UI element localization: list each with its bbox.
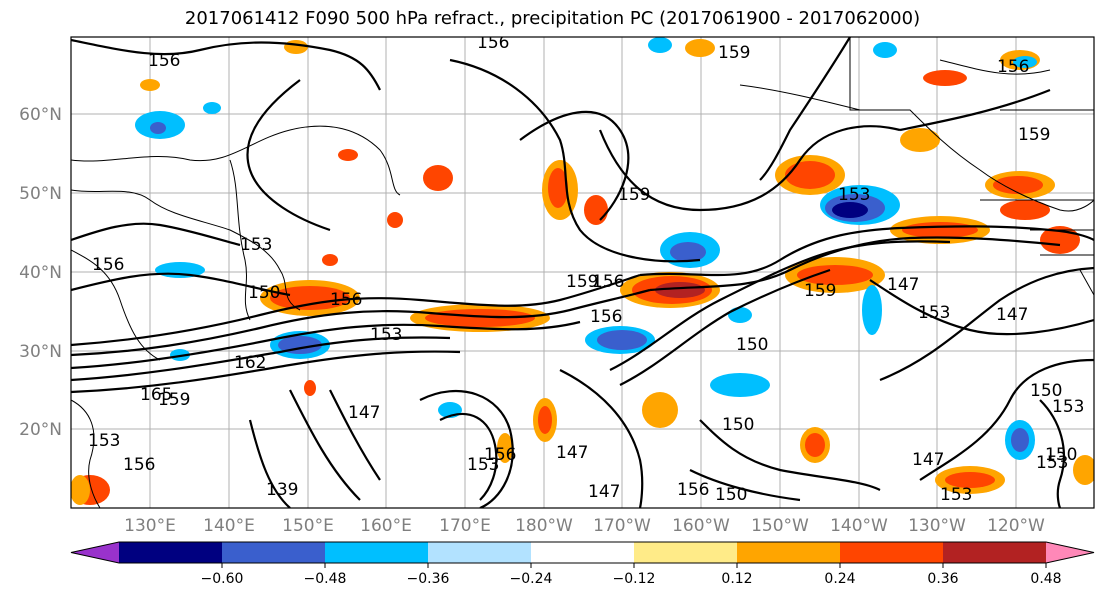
contour-label-group: 156 156 159 156 159 153 156 150 156 159 … — [88, 33, 1084, 505]
gridlines — [71, 37, 1094, 508]
colorbar-outline — [70, 541, 1095, 564]
contour-label: 159 — [1018, 125, 1050, 145]
contour-label: 147 — [348, 403, 380, 423]
colorbar-segment — [325, 542, 429, 563]
map-title: 2017061412 F090 500 hPa refract., precip… — [184, 8, 921, 29]
colorbar-segment — [943, 542, 1047, 563]
lat-label: 30°N — [19, 342, 62, 362]
colorbar-tick-label: 0.36 — [927, 571, 958, 587]
colorbar-segment — [428, 542, 532, 563]
lon-label: 130°W — [908, 516, 966, 536]
contour-label: 156 — [592, 272, 624, 292]
contour-label: 153 — [940, 485, 972, 505]
colorbar-segment — [531, 542, 635, 563]
colorbar-extend-high — [1046, 542, 1094, 563]
contour-label: 156 — [590, 307, 622, 327]
colorbar-tick-label: −0.36 — [407, 571, 450, 587]
lon-label: 150°E — [282, 516, 334, 536]
contour-label: 156 — [997, 57, 1029, 77]
contour-label: 147 — [912, 450, 944, 470]
lat-label: 20°N — [19, 420, 62, 440]
lon-label: 160°W — [672, 516, 730, 536]
map-content: 156 156 159 156 159 153 156 150 156 159 … — [71, 33, 1094, 508]
lon-label: 130°E — [124, 516, 176, 536]
contour-label: 147 — [887, 275, 919, 295]
contour-label: 153 — [370, 325, 402, 345]
contour-label: 153 — [88, 431, 120, 451]
refractivity-contours — [71, 37, 1094, 508]
contour-label: 150 — [1045, 445, 1077, 465]
map-frame — [70, 36, 1095, 509]
contour-label: 150 — [722, 415, 754, 435]
lon-label: 140°W — [830, 516, 888, 536]
lat-label: 50°N — [19, 184, 62, 204]
lon-label: 140°E — [203, 516, 255, 536]
contour-label: 159 — [804, 281, 836, 301]
colorbar-tick-label: −0.60 — [201, 571, 244, 587]
colorbar-tick-label: −0.48 — [304, 571, 347, 587]
lon-label: 120°W — [987, 516, 1045, 536]
contour-label: 153 — [918, 303, 950, 323]
contour-label: 153 — [1052, 397, 1084, 417]
contour-label: 147 — [556, 443, 588, 463]
contour-label: 147 — [996, 305, 1028, 325]
colorbar-segment — [840, 542, 944, 563]
colorbar-segment — [634, 542, 738, 563]
contour-label: 150 — [1030, 381, 1062, 401]
contour-label: 153 — [838, 185, 870, 205]
contour-label: 159 — [618, 185, 650, 205]
lon-label: 180°W — [515, 516, 573, 536]
lon-label: 150°W — [751, 516, 809, 536]
colorbar-tick-label: 0.48 — [1030, 571, 1061, 587]
contour-label: 153 — [1036, 453, 1068, 473]
contour-label: 162 — [234, 353, 266, 373]
contour-label: 156 — [148, 51, 180, 71]
contour-label: 150 — [248, 283, 280, 303]
contour-label: 156 — [123, 455, 155, 475]
contour-label: 150 — [715, 485, 747, 505]
latitude-axis: 60°N 50°N 40°N 30°N 20°N — [19, 105, 62, 440]
colorbar: −0.60 −0.48 −0.36 −0.24 −0.12 0.12 0.24 0.36 0.4… — [70, 541, 1095, 587]
contour-label: 153 — [467, 455, 499, 475]
lon-label: 160°E — [360, 516, 412, 536]
lon-label: 170°E — [439, 516, 491, 536]
longitude-axis: 130°E 140°E 150°E 160°E 170°E 180°W 170°… — [124, 516, 1045, 536]
contour-label: 156 — [677, 480, 709, 500]
contour-label: 150 — [736, 335, 768, 355]
contour-label: 147 — [588, 482, 620, 502]
contour-label: 159 — [718, 43, 750, 63]
contour-label: 165 — [140, 385, 172, 405]
contour-label: 159 — [158, 390, 190, 410]
colorbar-tick-label: 0.24 — [824, 571, 855, 587]
colorbar-tick-label: −0.12 — [613, 571, 656, 587]
colorbar-segment — [119, 542, 223, 563]
lon-label: 170°W — [593, 516, 651, 536]
lat-label: 40°N — [19, 263, 62, 283]
contour-label: 159 — [566, 272, 598, 292]
contour-label: 139 — [266, 480, 298, 500]
colorbar-tick-label: −0.24 — [510, 571, 553, 587]
contour-label: 156 — [92, 255, 124, 275]
contour-label: 153 — [240, 235, 272, 255]
colorbar-tick-label: 0.12 — [721, 571, 752, 587]
colorbar-extend-low — [71, 542, 119, 563]
contour-label: 156 — [477, 33, 509, 53]
contour-label: 156 — [330, 290, 362, 310]
colorbar-segment — [222, 542, 326, 563]
lat-label: 60°N — [19, 105, 62, 125]
contour-label: 156 — [484, 445, 516, 465]
colorbar-segment — [737, 542, 841, 563]
